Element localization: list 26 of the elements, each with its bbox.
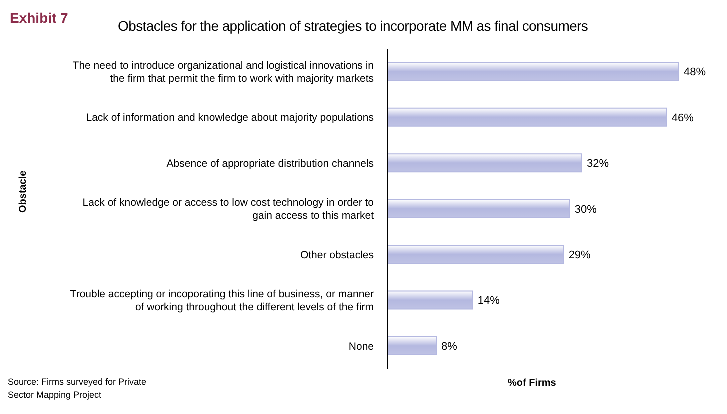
y-axis-title: Obstacle: [18, 170, 29, 213]
chart-title: Obstacles for the application of strategies to incorporate MM as final consumers: [118, 18, 588, 34]
y-tick-label: The need to introduce organizational and logistical innovations in the firm that permit the firm to work with majority markets: [72, 60, 374, 86]
text: Exhibit 7: [10, 10, 68, 26]
y-tick-label: Lack of knowledge or access to low cost technology in order to gain access to this market: [82, 197, 374, 222]
bar: [388, 62, 680, 82]
bar: [388, 199, 570, 218]
y-tick-label: Trouble accepting or incoporating this line of business, or manner of working throughout the different levels of the firm: [70, 288, 374, 314]
bar: [388, 108, 668, 127]
data-label: 8%: [442, 340, 458, 353]
y-tick-label: None: [348, 340, 374, 353]
data-label: 30%: [574, 204, 598, 216]
source-note: Source: Firms surveyed for Private Sector Mapping Project: [8, 376, 148, 402]
data-label: 14%: [478, 295, 500, 308]
bar: [388, 290, 474, 310]
data-label: 32%: [587, 158, 610, 170]
data-label: 48%: [684, 66, 706, 79]
y-tick-label: Absence of appropriate distribution channels: [166, 158, 374, 170]
data-label: 46%: [672, 112, 694, 124]
y-tick-label: Other obstacles: [300, 249, 374, 262]
bar: [388, 336, 437, 356]
y-tick-label: Lack of information and knowledge about majority populations: [86, 112, 374, 124]
bar: [388, 245, 564, 264]
data-label: 29%: [568, 249, 592, 262]
x-axis-title: %of Firms: [508, 378, 556, 389]
bar: [388, 154, 582, 173]
